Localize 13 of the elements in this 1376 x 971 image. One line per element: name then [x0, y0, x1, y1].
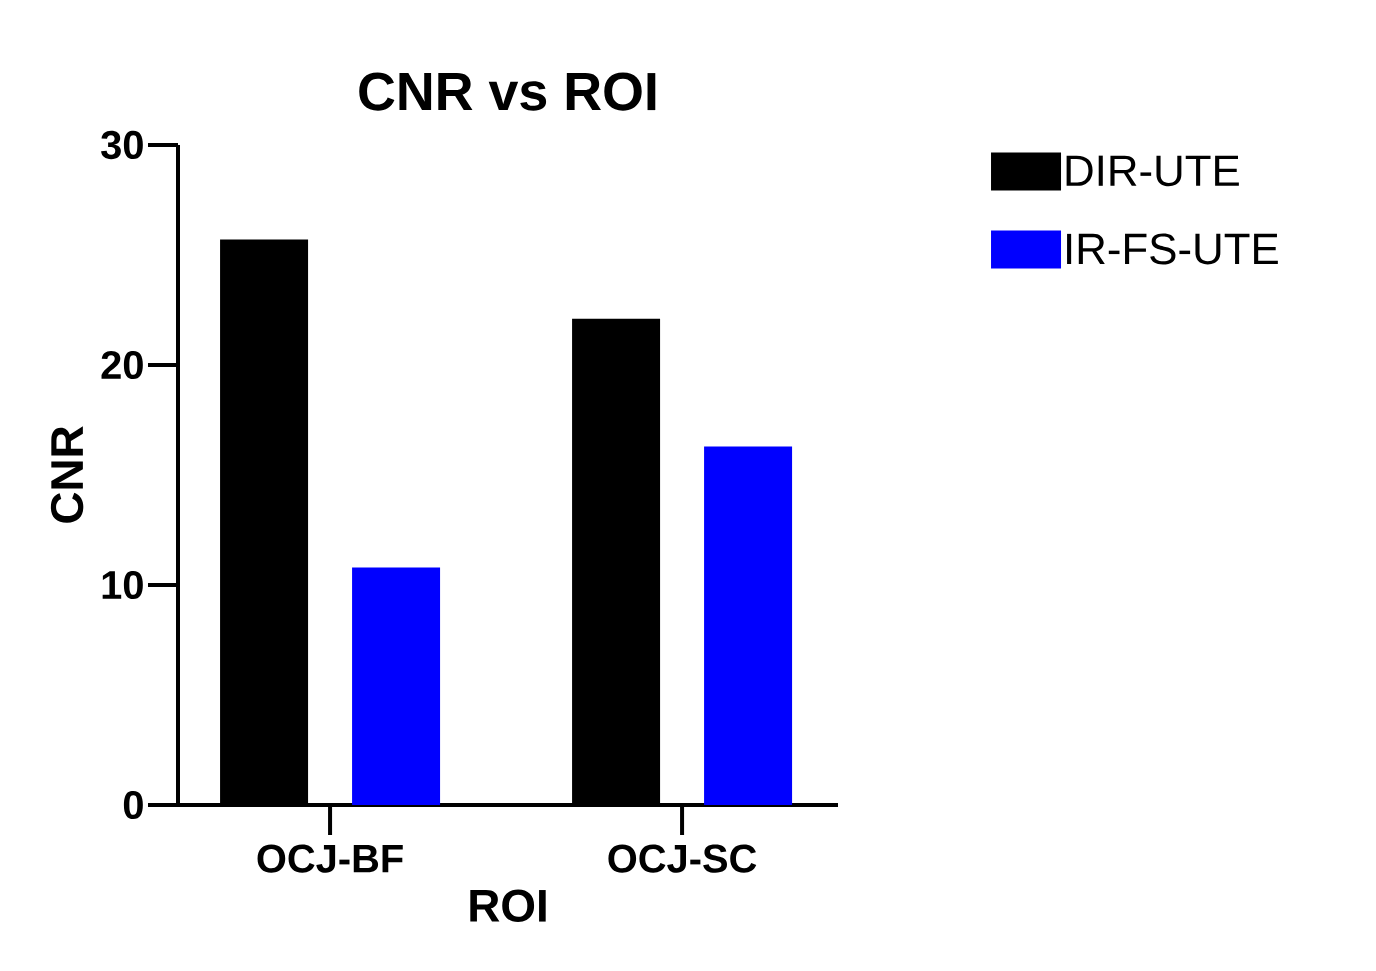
x-axis-title: ROI: [470, 889, 546, 923]
x-tick-label: OCJ-BF: [257, 844, 403, 873]
y-tick-label: 30: [101, 130, 143, 160]
y-tick-label: 10: [102, 570, 143, 600]
x-tick-label: OCJ-SC: [608, 844, 757, 873]
bar: [352, 567, 441, 805]
legend-label: IR-FS-UTE: [1067, 233, 1278, 265]
chart-title: CNR vs ROI: [359, 72, 656, 111]
y-tick-label: 0: [123, 790, 143, 820]
y-axis-title: CNR: [50, 426, 84, 523]
legend-label: DIR-UTE: [1066, 155, 1239, 187]
y-tick-label: 20: [101, 350, 143, 380]
bar: [704, 446, 793, 805]
